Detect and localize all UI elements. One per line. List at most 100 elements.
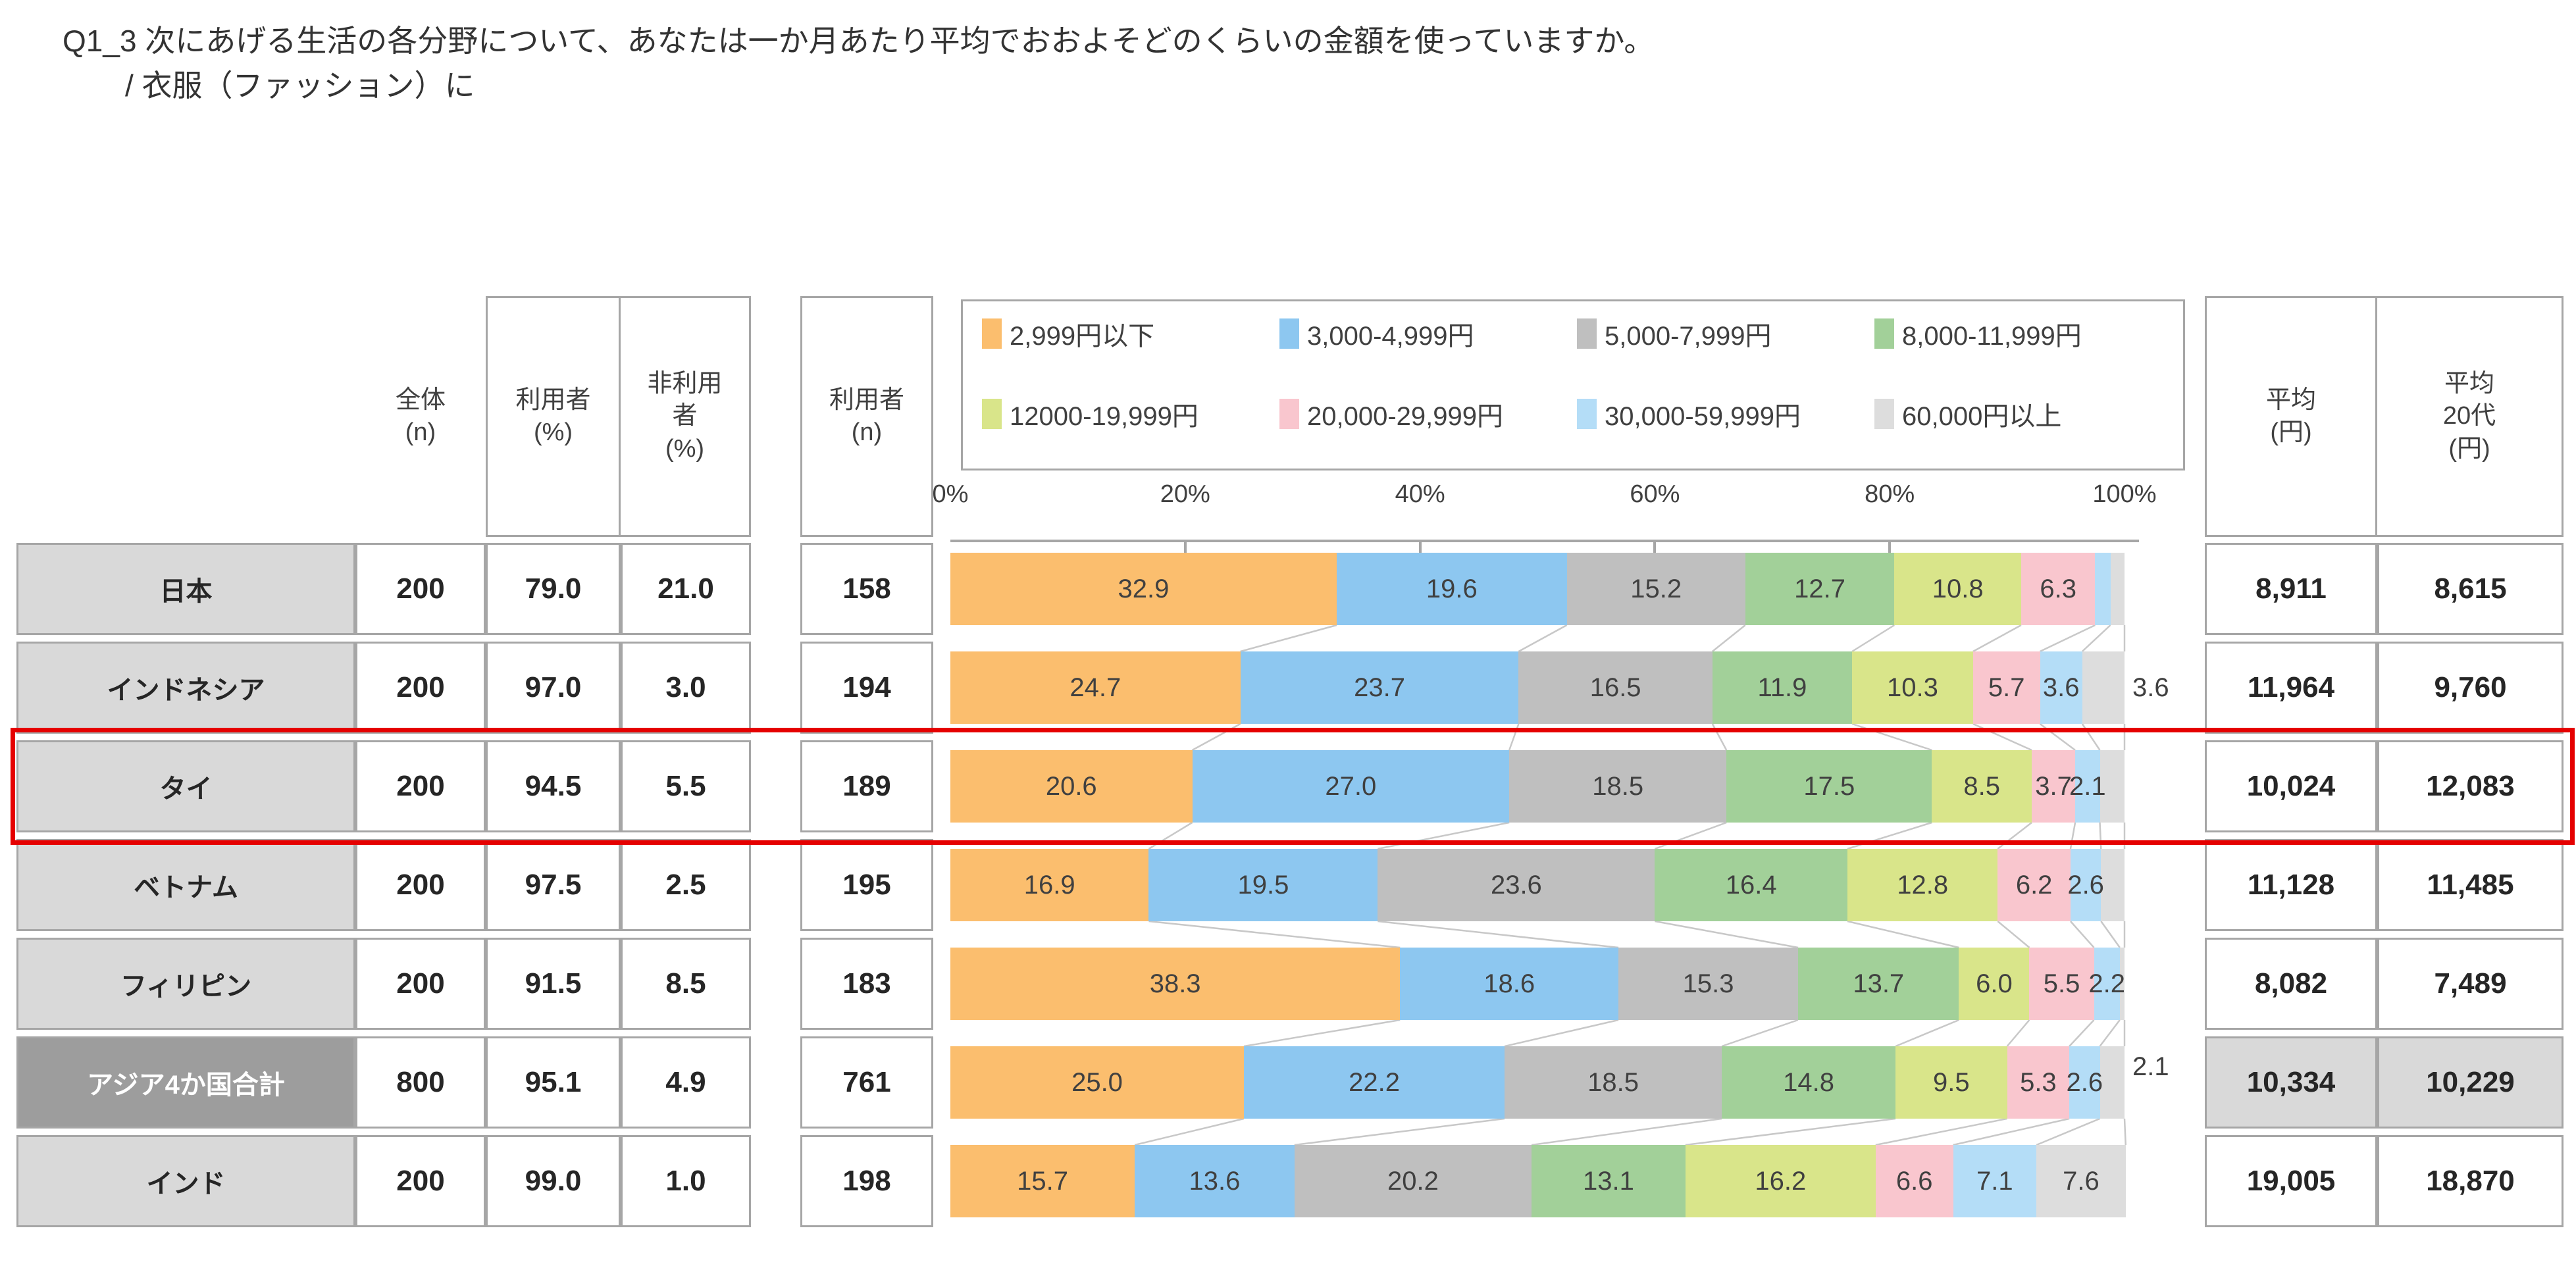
bar-segment — [1959, 948, 2030, 1020]
legend-swatch — [1279, 318, 1299, 349]
bar-segment — [2110, 553, 2125, 625]
cell-average-20s-yen: 18,870 — [2377, 1135, 2563, 1227]
bar-value-label: 18.5 — [1592, 771, 1644, 801]
bar-segment — [2094, 948, 2120, 1020]
series-line — [1294, 1117, 1505, 1146]
series-line — [2099, 1019, 2121, 1047]
bar-segment — [1852, 651, 1973, 724]
bar-segment — [2075, 750, 2100, 823]
bar-value-label: 7.6 — [2063, 1166, 2099, 1196]
bar-value-label: 2.6 — [2067, 870, 2104, 900]
axis-tick-label: 80% — [1865, 480, 1915, 508]
bar-value-label: 13.7 — [1853, 969, 1905, 998]
bar-segment — [1509, 750, 1727, 823]
bar-value-label: 7.1 — [1976, 1166, 2013, 1196]
legend-swatch — [1874, 318, 1894, 349]
cell-average-20s-yen: 12,083 — [2377, 740, 2563, 832]
series-line — [1655, 920, 1799, 949]
cell-hi-riyosha-pct: 21.0 — [621, 543, 751, 635]
cell-zentai-n: 200 — [355, 642, 486, 734]
cell-average-20s-yen: 8,615 — [2377, 543, 2563, 635]
bar-segment — [1798, 948, 1959, 1020]
series-line — [2100, 921, 2121, 948]
bar-value-label: 25.0 — [1071, 1067, 1123, 1097]
series-line — [1378, 920, 1619, 949]
legend-item: 30,000-59,999円 — [1577, 397, 1801, 431]
series-line — [1972, 624, 2022, 653]
cell-riyosha-n: 183 — [800, 938, 933, 1030]
bar-value-label: 10.3 — [1887, 673, 1938, 702]
row-label-1: インドネシア — [16, 642, 355, 734]
cell-average-yen: 19,005 — [2205, 1135, 2377, 1227]
cell-average-yen: 10,024 — [2205, 740, 2377, 832]
row-label-0: 日本 — [16, 543, 355, 635]
bar-segment — [1722, 1046, 1896, 1119]
bar-value-label: 8.5 — [1963, 771, 2001, 801]
bar-value-label: 10.8 — [1932, 574, 1984, 603]
cell-zentai-n: 200 — [355, 938, 486, 1030]
legend-label: 5,000-7,999円 — [1605, 322, 1772, 351]
legend-item: 8,000-11,999円 — [1874, 317, 2082, 351]
series-line — [1531, 1117, 1722, 1146]
bar-segment — [2095, 553, 2111, 625]
series-line — [1712, 624, 1746, 652]
question-title-line2: / 衣服（ファッション）に — [125, 68, 475, 103]
cell-riyosha-n: 158 — [800, 543, 933, 635]
bar-value-label: 12.7 — [1794, 574, 1845, 603]
cell-average-20s-yen: 7,489 — [2377, 938, 2563, 1030]
row-label-2: タイ — [16, 740, 355, 832]
series-line — [1875, 1117, 2007, 1146]
bar-segment — [2119, 948, 2125, 1020]
bar-value-label: 32.9 — [1118, 574, 1170, 603]
cell-hi-riyosha-pct: 3.0 — [621, 642, 751, 734]
axis-tick-mark — [1653, 540, 1657, 557]
bar-value-label: 14.8 — [1783, 1067, 1835, 1097]
bar-segment — [1135, 1145, 1295, 1217]
bar-segment — [1875, 1145, 1953, 1217]
row-label-6: インド — [16, 1135, 355, 1227]
bar-segment — [2099, 750, 2125, 823]
bar-value-label: 5.7 — [1988, 673, 2025, 702]
series-line — [1851, 624, 1895, 653]
bar-value-label: 3.6 — [2042, 673, 2080, 702]
series-line — [1997, 921, 2030, 948]
cell-average-20s-yen: 10,229 — [2377, 1036, 2563, 1129]
bar-segment — [2082, 651, 2125, 724]
axis-tick-label: 60% — [1630, 480, 1680, 508]
axis-tick-label: 0% — [932, 480, 969, 508]
cell-average-yen: 10,334 — [2205, 1036, 2377, 1129]
legend-label: 20,000-29,999円 — [1307, 402, 1504, 431]
cell-hi-riyosha-pct: 2.5 — [621, 839, 751, 931]
legend-item: 2,999円以下 — [982, 317, 1154, 351]
bar-value-label: 15.7 — [1017, 1166, 1068, 1196]
bar-value-label: 17.5 — [1803, 771, 1855, 801]
cell-riyosha-pct: 97.0 — [486, 642, 621, 734]
bar-segment — [1972, 651, 2040, 724]
header-average-20s-yen: 平均 20代 (円) — [2375, 296, 2563, 537]
bar-segment — [2029, 948, 2094, 1020]
legend-swatch — [982, 318, 1002, 349]
bar-value-label: 5.3 — [2020, 1067, 2057, 1097]
series-line — [2070, 921, 2095, 948]
series-line — [1148, 920, 1401, 949]
bar-segment — [950, 1046, 1244, 1119]
series-line — [2081, 624, 2111, 652]
bar-value-label: 5.5 — [2043, 969, 2080, 998]
cell-average-yen: 11,128 — [2205, 839, 2377, 931]
cell-riyosha-pct: 91.5 — [486, 938, 621, 1030]
bar-value-label: 15.3 — [1682, 969, 1734, 998]
bar-value-label: 2.2 — [2088, 969, 2126, 998]
bar-segment — [2101, 849, 2125, 921]
bar-segment — [950, 1145, 1135, 1217]
bar-value-label: 16.4 — [1725, 870, 1777, 900]
bar-value-label: 16.2 — [1755, 1166, 1807, 1196]
bar-outside-value-label: 2.1 — [2132, 1052, 2169, 1081]
legend-item: 20,000-29,999円 — [1279, 397, 1504, 431]
cell-riyosha-pct: 94.5 — [486, 740, 621, 832]
bar-segment — [950, 651, 1241, 724]
cell-average-yen: 8,911 — [2205, 543, 2377, 635]
bar-segment — [1712, 651, 1853, 724]
legend-item: 3,000-4,999円 — [1279, 317, 1474, 351]
bar-value-label: 24.7 — [1069, 673, 1121, 702]
bar-segment — [1294, 1145, 1532, 1217]
